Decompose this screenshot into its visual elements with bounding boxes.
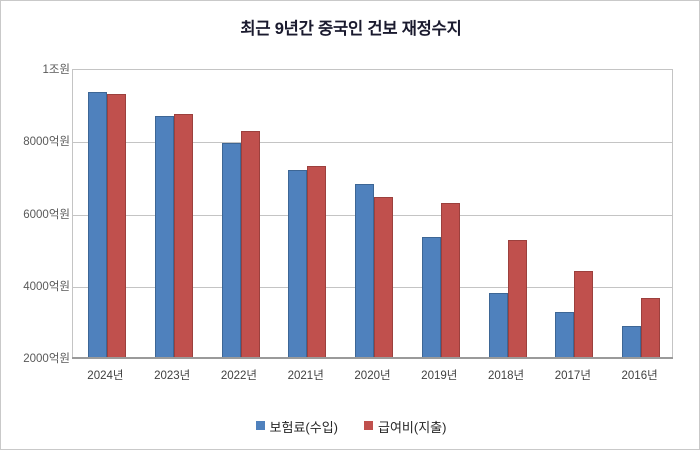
bar-income[interactable] bbox=[355, 183, 375, 358]
legend-item[interactable]: 급여비(지출) bbox=[364, 417, 446, 436]
y-axis-tick-label: 8000억원 bbox=[23, 136, 70, 149]
x-axis-tick-label: 2022년 bbox=[220, 370, 258, 382]
x-axis-tick-label: 2023년 bbox=[154, 370, 191, 382]
bar-expense[interactable] bbox=[173, 114, 193, 358]
y-axis-tick-label: 6000억원 bbox=[23, 208, 70, 221]
bar-group bbox=[273, 70, 340, 358]
bar-group bbox=[140, 70, 207, 358]
x-axis-tick-label: 2016년 bbox=[621, 370, 658, 382]
bar-expense[interactable] bbox=[307, 165, 327, 358]
bar-expense[interactable] bbox=[440, 202, 460, 358]
bar-group bbox=[407, 70, 474, 358]
bar-expense[interactable] bbox=[107, 94, 126, 358]
bar-expense[interactable] bbox=[240, 131, 260, 358]
bar-income[interactable] bbox=[221, 143, 241, 358]
bar-expense[interactable] bbox=[641, 298, 661, 358]
gridline bbox=[73, 142, 672, 144]
legend-label: 급여비(지출) bbox=[378, 420, 447, 435]
y-axis-tick-label: 2000억원 bbox=[23, 353, 70, 365]
chart-title: 최근 9년간 중국인 건보 재정수지 bbox=[240, 20, 462, 38]
x-axis-tick-label: 2019년 bbox=[421, 370, 458, 382]
bar-group bbox=[340, 70, 407, 358]
y-axis-tick-label: 1조원 bbox=[42, 64, 70, 76]
bar-group bbox=[73, 70, 140, 358]
legend-item[interactable]: 보험료(수입) bbox=[255, 417, 338, 436]
x-axis-line bbox=[72, 357, 673, 359]
bar-income[interactable] bbox=[421, 236, 441, 358]
plot-area bbox=[72, 69, 673, 358]
bar-income[interactable] bbox=[154, 115, 174, 358]
legend-label: 보험료(수입) bbox=[269, 420, 338, 435]
x-axis-tick-label: 2017년 bbox=[554, 370, 591, 382]
x-axis-tick-label: 2020년 bbox=[354, 370, 391, 382]
bar-group bbox=[607, 70, 674, 358]
bar-group bbox=[207, 70, 274, 358]
bar-group bbox=[540, 70, 607, 358]
y-axis: 1조원 8000억원 6000억원 4000억원 2000억원 bbox=[1, 1, 70, 451]
x-axis-tick-label: 2024년 bbox=[87, 370, 124, 382]
bar-group bbox=[474, 70, 541, 358]
bar-expense[interactable] bbox=[574, 271, 594, 358]
y-axis-tick-label: 4000억원 bbox=[23, 280, 70, 293]
bar-income[interactable] bbox=[88, 92, 107, 358]
bar-income[interactable] bbox=[555, 311, 575, 358]
chart-legend: 보험료(수입) 급여비(지출) bbox=[1, 417, 700, 436]
bar-expense[interactable] bbox=[374, 196, 394, 358]
bar-income[interactable] bbox=[622, 325, 642, 358]
x-axis-tick-label: 2018년 bbox=[487, 370, 525, 382]
x-axis-tick-label: 2021년 bbox=[287, 370, 324, 382]
legend-swatch-income-icon bbox=[255, 421, 265, 430]
bar-expense[interactable] bbox=[507, 239, 527, 358]
bar-income[interactable] bbox=[488, 293, 508, 358]
legend-swatch-expense-icon bbox=[364, 421, 373, 430]
bar-income[interactable] bbox=[288, 170, 308, 358]
